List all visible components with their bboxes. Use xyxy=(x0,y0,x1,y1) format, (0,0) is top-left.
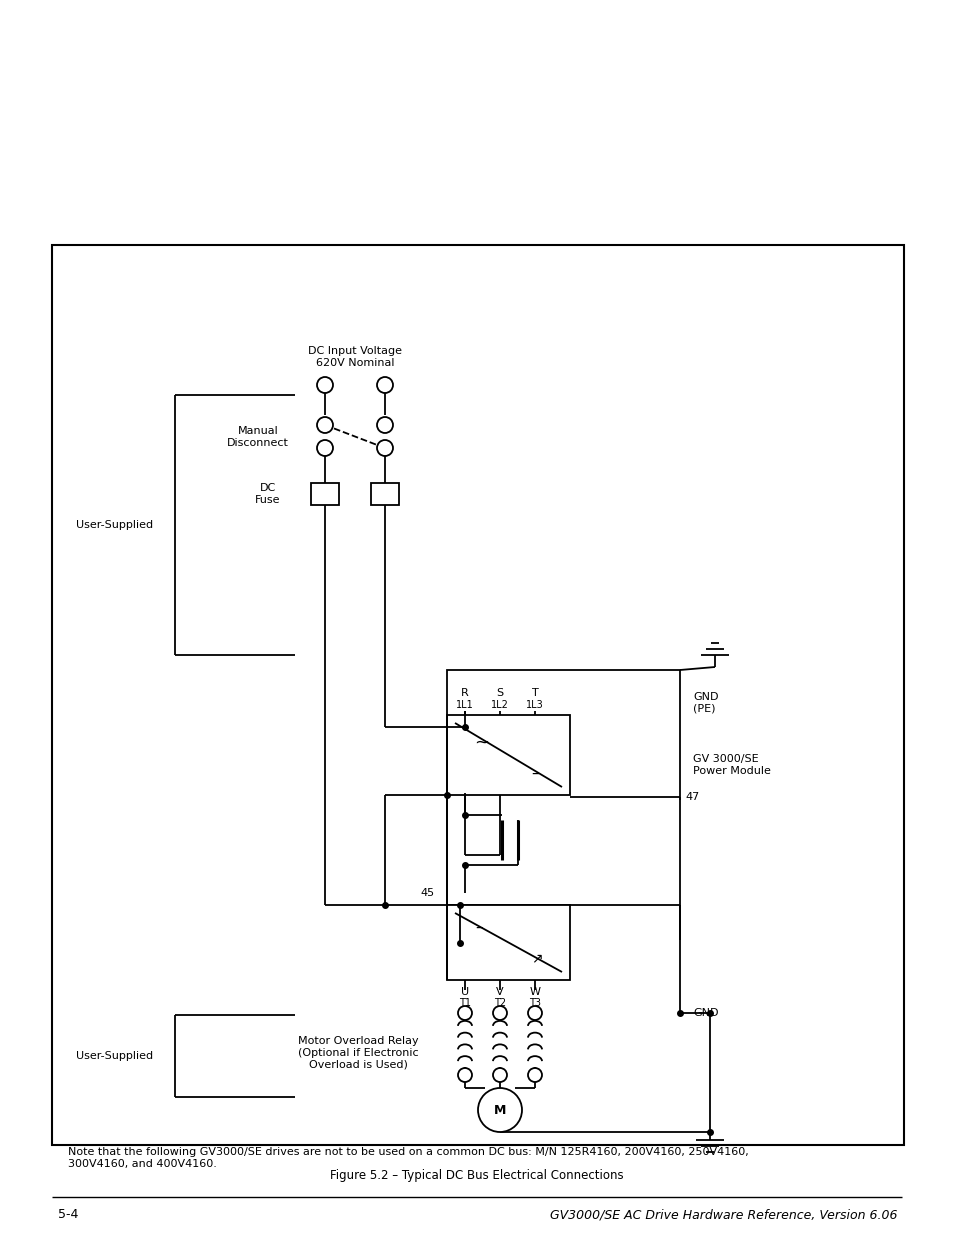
Text: Motor Overload Relay
(Optional if Electronic
Overload is Used): Motor Overload Relay (Optional if Electr… xyxy=(297,1036,417,1070)
Text: ~: ~ xyxy=(474,734,489,752)
Circle shape xyxy=(527,1068,541,1082)
Circle shape xyxy=(316,377,333,393)
Text: V: V xyxy=(496,987,503,997)
Text: T2: T2 xyxy=(494,998,505,1008)
Bar xyxy=(447,905,569,981)
Text: 47: 47 xyxy=(684,792,699,802)
Text: Manual
Disconnect: Manual Disconnect xyxy=(227,426,289,448)
Text: Figure 5.2 – Typical DC Bus Electrical Connections: Figure 5.2 – Typical DC Bus Electrical C… xyxy=(330,1168,623,1182)
Text: T: T xyxy=(531,688,537,698)
Circle shape xyxy=(457,1007,472,1020)
Text: T1: T1 xyxy=(458,998,471,1008)
Text: Note that the following GV3000/SE drives are not to be used on a common DC bus: : Note that the following GV3000/SE drives… xyxy=(68,1147,748,1168)
Text: M: M xyxy=(494,1104,506,1116)
Circle shape xyxy=(457,1068,472,1082)
Text: 1L1: 1L1 xyxy=(456,700,474,710)
Text: 5-4: 5-4 xyxy=(58,1209,78,1221)
Circle shape xyxy=(376,440,393,456)
Text: DC
Fuse: DC Fuse xyxy=(255,483,280,505)
Bar xyxy=(447,671,679,905)
Text: GND
(PE): GND (PE) xyxy=(692,692,718,714)
Text: GV3000/SE AC Drive Hardware Reference, Version 6.06: GV3000/SE AC Drive Hardware Reference, V… xyxy=(550,1209,897,1221)
Text: 1L3: 1L3 xyxy=(525,700,543,710)
Text: ↗: ↗ xyxy=(531,951,542,965)
Text: User-Supplied: User-Supplied xyxy=(76,1051,153,1061)
Circle shape xyxy=(477,1088,521,1132)
Text: DC Input Voltage
620V Nominal: DC Input Voltage 620V Nominal xyxy=(308,346,401,368)
Bar xyxy=(311,483,338,505)
Text: 1L2: 1L2 xyxy=(491,700,508,710)
Text: R: R xyxy=(460,688,468,698)
Circle shape xyxy=(316,417,333,433)
Text: GND: GND xyxy=(692,1008,718,1018)
Bar xyxy=(52,245,903,1145)
Text: U: U xyxy=(460,987,469,997)
Text: S: S xyxy=(496,688,503,698)
Bar xyxy=(447,715,569,795)
Circle shape xyxy=(316,440,333,456)
Text: GV 3000/SE
Power Module: GV 3000/SE Power Module xyxy=(692,755,770,776)
Text: W: W xyxy=(529,987,540,997)
Text: T3: T3 xyxy=(529,998,540,1008)
Circle shape xyxy=(376,417,393,433)
Text: –: – xyxy=(531,766,538,781)
Circle shape xyxy=(493,1007,506,1020)
Text: 45: 45 xyxy=(420,888,435,898)
Circle shape xyxy=(527,1007,541,1020)
Circle shape xyxy=(493,1068,506,1082)
Bar xyxy=(371,483,398,505)
Text: –: – xyxy=(475,920,482,935)
Circle shape xyxy=(376,377,393,393)
Text: User-Supplied: User-Supplied xyxy=(76,520,153,530)
